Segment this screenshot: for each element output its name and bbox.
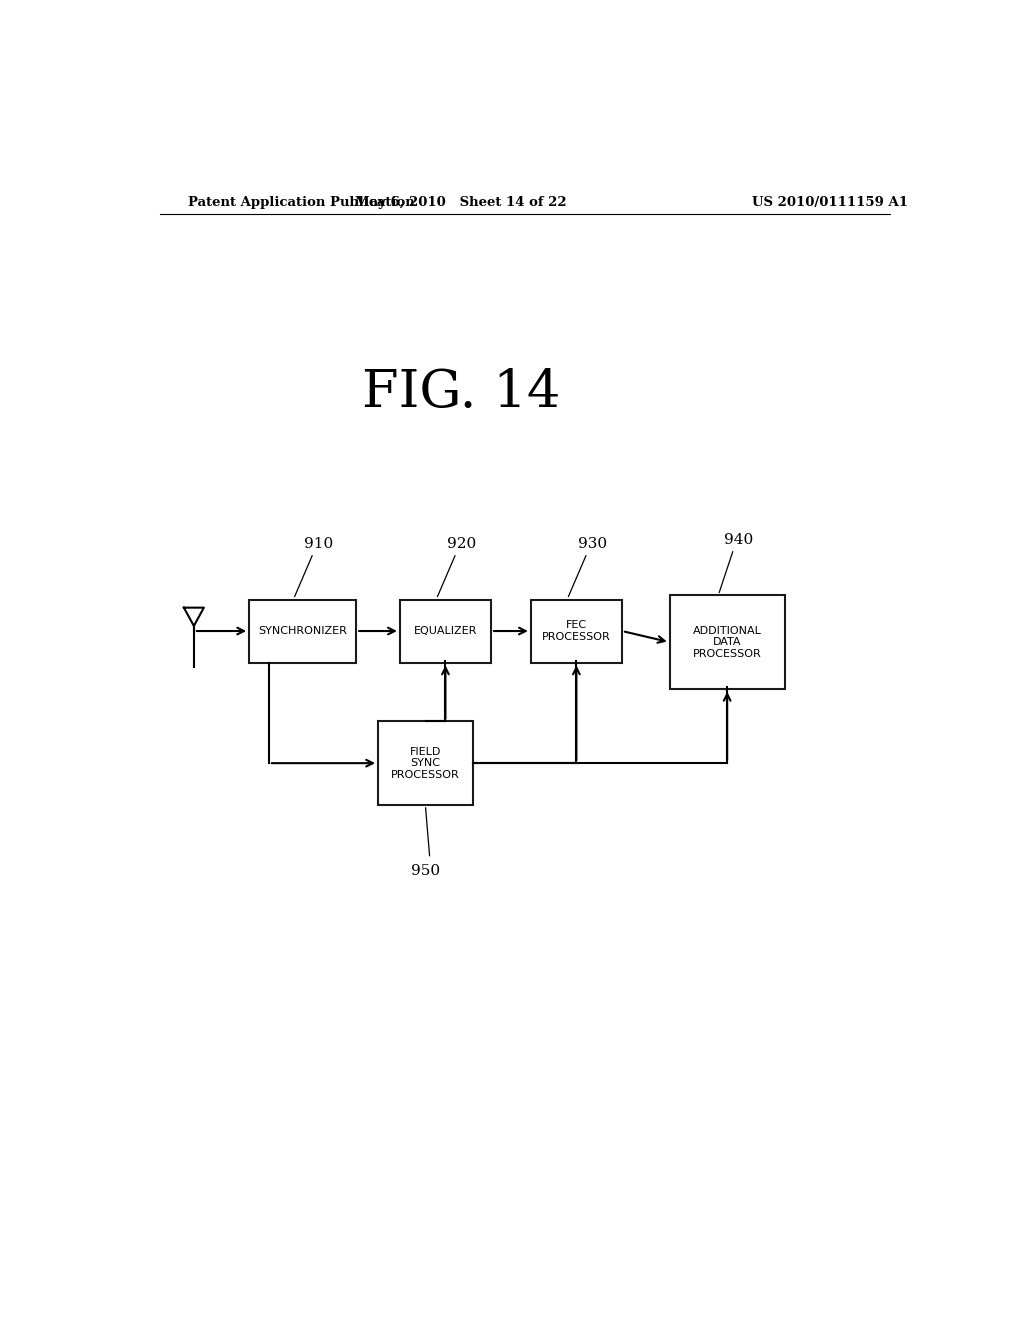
Text: 950: 950 (411, 863, 440, 878)
Text: May 6, 2010   Sheet 14 of 22: May 6, 2010 Sheet 14 of 22 (355, 195, 567, 209)
Text: EQUALIZER: EQUALIZER (414, 626, 477, 636)
Text: FIELD
SYNC
PROCESSOR: FIELD SYNC PROCESSOR (391, 747, 460, 780)
Text: FEC
PROCESSOR: FEC PROCESSOR (542, 620, 610, 642)
Text: 930: 930 (578, 537, 607, 550)
Text: ADDITIONAL
DATA
PROCESSOR: ADDITIONAL DATA PROCESSOR (692, 626, 762, 659)
Bar (530, 599, 622, 663)
Text: Patent Application Publication: Patent Application Publication (187, 195, 415, 209)
Bar (399, 599, 492, 663)
Text: SYNCHRONIZER: SYNCHRONIZER (258, 626, 347, 636)
Bar (670, 595, 784, 689)
Text: 920: 920 (446, 537, 476, 550)
Text: 910: 910 (304, 537, 333, 550)
Text: 940: 940 (724, 532, 754, 546)
Text: FIG. 14: FIG. 14 (362, 367, 560, 417)
Bar (378, 722, 473, 805)
Text: US 2010/0111159 A1: US 2010/0111159 A1 (753, 195, 908, 209)
Bar (249, 599, 356, 663)
